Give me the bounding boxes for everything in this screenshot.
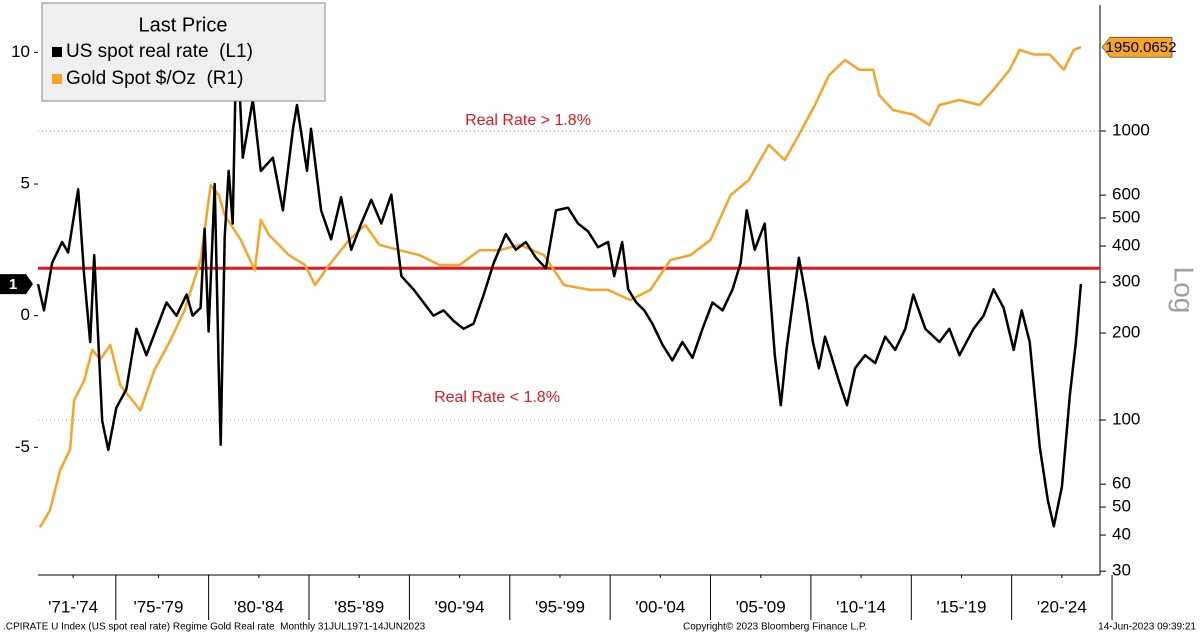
x-tick-label: '15-'19 [936,597,986,616]
x-tick-label: '85-'89 [334,597,384,616]
y2-tick-label: 400 [1112,236,1140,255]
x-tick-label: '00-'04 [635,597,685,616]
x-tick-label: '20-'24 [1037,597,1087,616]
last-value-tag: 1950.0652 [1101,36,1177,58]
last-value-label: 1 [9,276,17,293]
plot-area [34,5,1113,620]
x-tick-label: '71-'74 [48,597,98,616]
legend-label: US spot real rate (L1) [66,41,253,62]
annotation: Real Rate > 1.8% [465,112,591,129]
y2-tick-label: 600 [1112,185,1140,204]
legend-swatch [52,74,62,84]
legend-swatch [52,47,62,57]
y-tick-label: -5 [15,437,30,456]
legend: Last Price US spot real rate (L1) Gold Sp… [41,2,326,102]
legend-label: Gold Spot $/Oz (R1) [66,68,243,89]
x-tick-label: '90-'94 [435,597,485,616]
series-line [36,27,1083,528]
x-tick-label: '95-'99 [535,597,585,616]
series-line [38,46,1082,528]
y2-tick-label: 300 [1112,272,1140,291]
footer-source: .CPIRATE U Index (US spot real rate) Reg… [3,622,426,633]
y2-axis-label: Log [1169,267,1200,314]
x-tick-label: '10-'14 [836,597,886,616]
footer-copyright: Copyright© 2023 Bloomberg Finance L.P. [683,622,867,633]
x-tick-label: '05-'09 [736,597,786,616]
y2-tick-label: 50 [1112,497,1131,516]
y-tick-label: 5 [21,174,30,193]
y2-tick-label: 60 [1112,474,1131,493]
x-tick-label: '80-'84 [234,597,284,616]
y2-tick-label: 1000 [1112,121,1150,140]
y-tick-label: 10 [11,42,30,61]
annotation: Real Rate < 1.8% [434,389,560,406]
last-value-label: 1950.0652 [1106,39,1177,56]
last-value-tag: 1 [0,274,33,295]
y2-tick-label: 100 [1112,410,1140,429]
y2-tick-label: 500 [1112,208,1140,227]
legend-box [41,2,326,102]
y2-tick-label: 30 [1112,561,1131,580]
last-value-tag-box [0,274,33,295]
y-tick-label: 0 [21,305,30,324]
last-value-tag-box [1101,36,1173,58]
x-tick-label: '75-'79 [133,597,183,616]
y2-tick-label: 200 [1112,323,1140,342]
y2-tick-label: 40 [1112,525,1131,544]
footer-timestamp: 14-Jun-2023 09:39:21 [1098,622,1196,633]
legend-title: Last Price [139,14,228,36]
